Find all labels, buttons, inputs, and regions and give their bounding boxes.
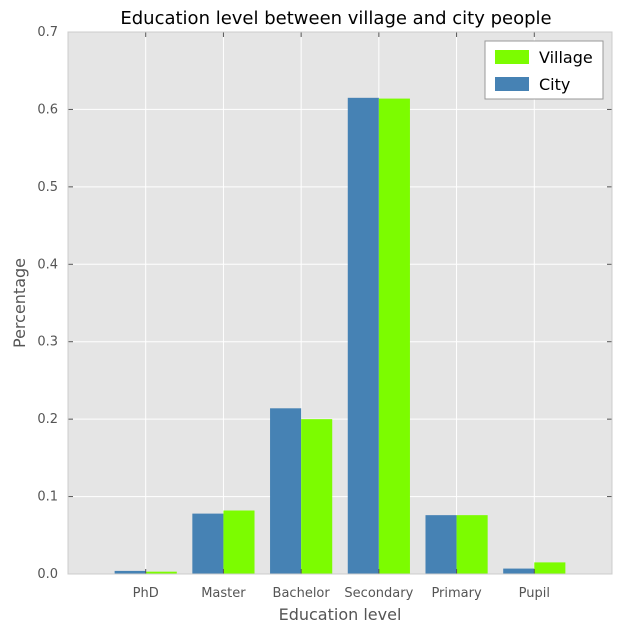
bars xyxy=(114,97,566,575)
legend-swatch-city xyxy=(495,77,529,91)
bar-city-primary xyxy=(425,515,457,574)
legend-label-village: Village xyxy=(539,48,593,67)
bar-city-phd xyxy=(114,570,146,574)
x-tick-label: Master xyxy=(201,586,246,601)
y-tick-label: 0.7 xyxy=(37,25,58,40)
bar-village-master xyxy=(223,510,255,574)
bar-village-bachelor xyxy=(301,419,333,574)
bar-village-secondary xyxy=(378,98,410,575)
plot-area xyxy=(68,32,612,574)
y-tick-label: 0.6 xyxy=(37,102,58,117)
y-axis-label: Percentage xyxy=(10,258,29,348)
x-tick-label: Pupil xyxy=(519,586,550,601)
bar-city-master xyxy=(192,513,224,574)
y-tick-label: 0.3 xyxy=(37,335,58,350)
x-tick-label: Secondary xyxy=(344,586,413,601)
bar-village-primary xyxy=(456,515,488,574)
legend-label-city: City xyxy=(539,75,570,94)
x-tick-label: Primary xyxy=(431,586,482,601)
bar-city-bachelor xyxy=(270,408,302,574)
legend-swatch-village xyxy=(495,50,529,64)
legend: Village City xyxy=(484,40,604,100)
x-axis-ticks: PhD Master Bachelor Secondary Primary Pupil xyxy=(133,32,550,601)
x-tick-label: PhD xyxy=(133,586,159,601)
bar-city-pupil xyxy=(503,568,535,574)
y-tick-label: 0.1 xyxy=(37,490,58,505)
y-tick-label: 0.2 xyxy=(37,412,58,427)
bar-village-phd xyxy=(145,571,177,574)
plot-border xyxy=(67,31,613,575)
y-tick-label: 0.0 xyxy=(37,567,58,582)
y-tick-label: 0.5 xyxy=(37,180,58,195)
chart-title: Education level between village and city… xyxy=(120,8,551,29)
bar-city-secondary xyxy=(347,97,379,575)
bar-village-pupil xyxy=(534,562,566,574)
y-tick-label: 0.4 xyxy=(37,257,58,272)
x-tick-label: Bachelor xyxy=(273,586,331,601)
x-axis-label: Education level xyxy=(279,605,402,624)
